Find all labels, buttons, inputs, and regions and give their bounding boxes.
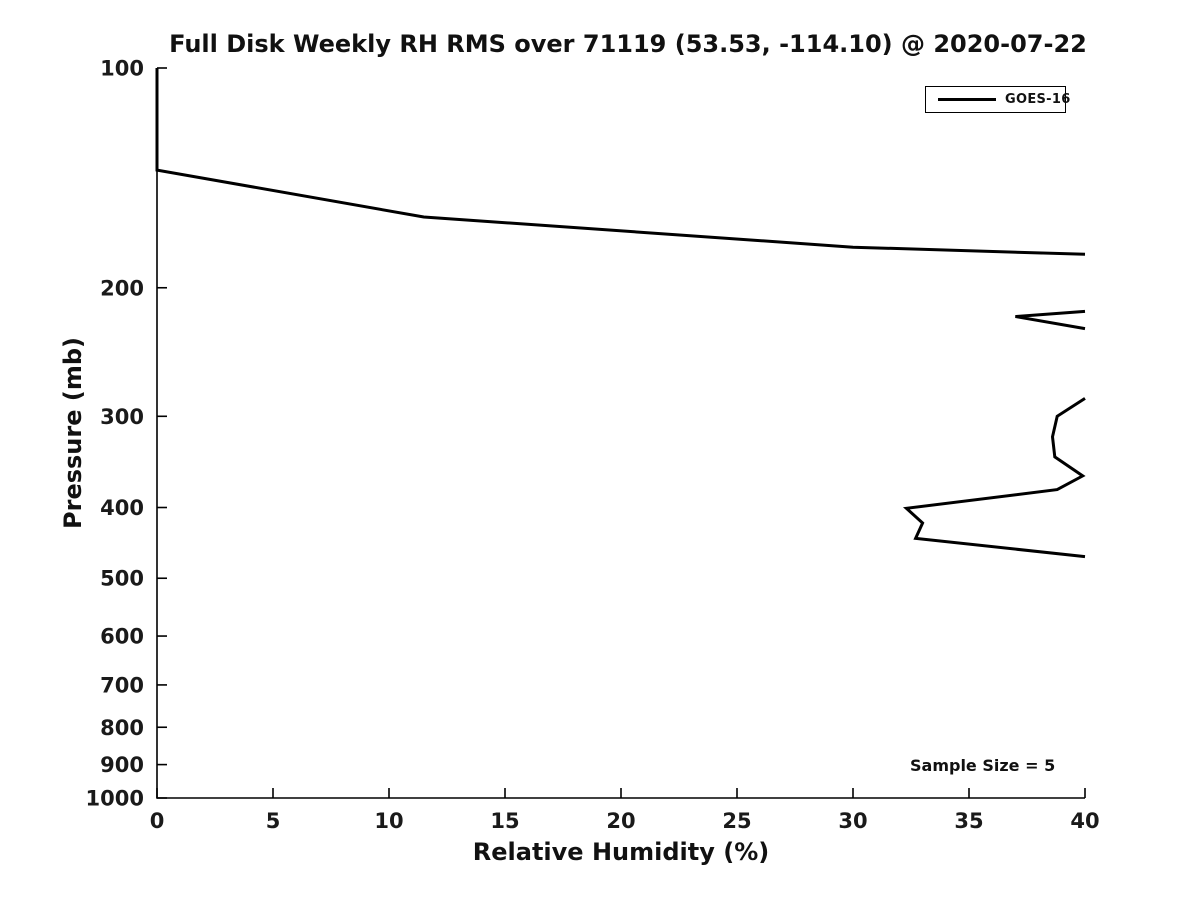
x-tick-label: 25 — [722, 809, 751, 833]
axes-spines — [156, 68, 1085, 799]
y-tick-label: 700 — [100, 673, 144, 697]
legend-label: GOES-16 — [1005, 92, 1071, 107]
x-tick-label: 20 — [606, 809, 635, 833]
x-tick-label: 30 — [838, 809, 867, 833]
y-tick-label: 300 — [100, 405, 144, 429]
x-tick-label: 15 — [490, 809, 519, 833]
x-tick-label: 5 — [266, 809, 281, 833]
x-tick-label: 40 — [1070, 809, 1099, 833]
x-tick-label: 10 — [374, 809, 403, 833]
y-tick-label: 500 — [100, 567, 144, 591]
y-tick-label: 200 — [100, 276, 144, 300]
series-line — [155, 68, 1086, 256]
chart-title: Full Disk Weekly RH RMS over 71119 (53.5… — [169, 30, 1087, 58]
y-tick-label: 1000 — [86, 787, 144, 811]
x-tick-label: 0 — [150, 809, 165, 833]
legend: GOES-16 — [925, 86, 1070, 113]
sample-size-annotation: Sample Size = 5 — [910, 756, 1056, 775]
y-tick-label: 100 — [100, 57, 144, 81]
legend-line-swatch — [938, 98, 996, 101]
series-line — [902, 397, 1086, 559]
y-tick-label: 800 — [100, 716, 144, 740]
y-tick-label: 600 — [100, 625, 144, 649]
x-tick-label: 35 — [954, 809, 983, 833]
y-tick-label: 400 — [100, 496, 144, 520]
y-tick-label: 900 — [100, 753, 144, 777]
x-axis-label: Relative Humidity (%) — [472, 838, 770, 866]
series-line — [1015, 309, 1086, 331]
